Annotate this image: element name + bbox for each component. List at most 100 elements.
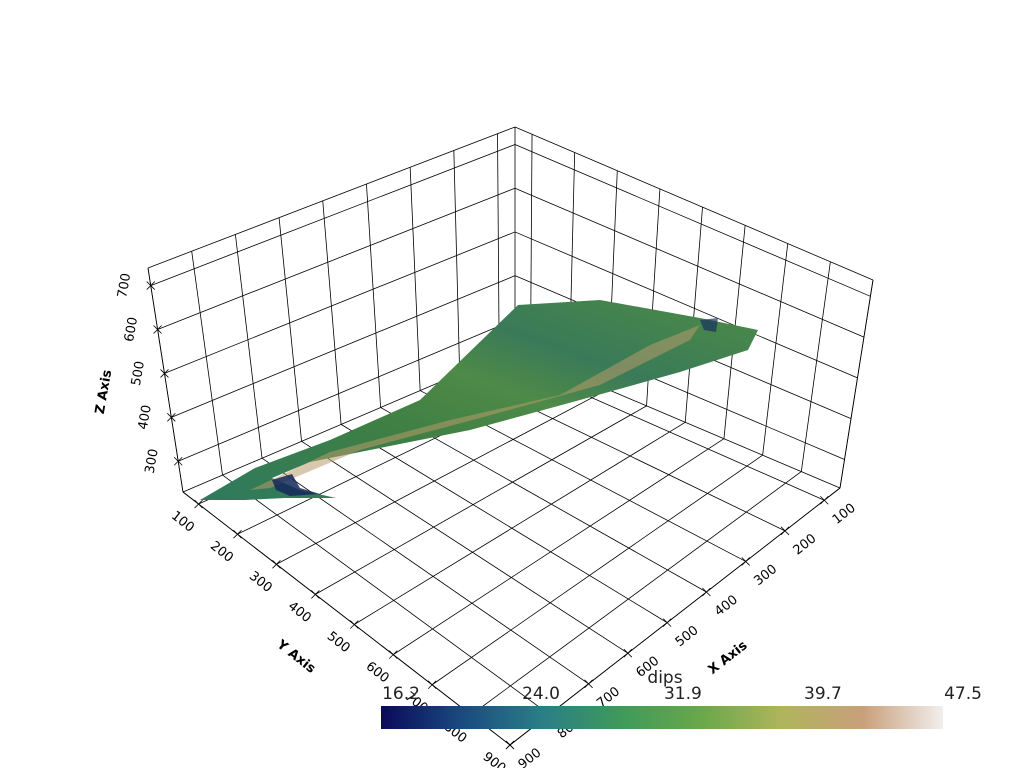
grid-line <box>431 243 789 686</box>
surface <box>200 300 758 500</box>
z-tick-label: 400 <box>136 404 155 431</box>
tick-mark-stroke <box>427 680 437 690</box>
tick-mark-stroke <box>741 557 750 566</box>
tick-mark <box>233 529 242 539</box>
y-axis-title: Y Axis <box>273 637 318 677</box>
grid-line-segment <box>234 234 263 459</box>
z-tick-label: 300 <box>143 448 162 475</box>
z-tick-label: 700 <box>115 272 134 299</box>
tick-mark <box>584 679 593 689</box>
tick-mark-stroke <box>160 369 169 378</box>
y-tick-label: 300 <box>246 569 275 596</box>
tick-mark-stroke <box>233 529 242 539</box>
tick-mark <box>173 456 183 466</box>
surface-dark-patch <box>272 474 320 496</box>
tick-mark-stroke <box>350 620 359 629</box>
tick-mark-stroke <box>194 499 203 509</box>
grid <box>147 126 874 746</box>
tick-mark <box>272 560 281 569</box>
tick-mark <box>167 413 176 422</box>
grid-line-segment <box>514 144 871 297</box>
y-tick-label: 100 <box>168 508 197 535</box>
grid-line-segment <box>684 207 703 423</box>
grid-line-segment <box>354 421 686 625</box>
tick-mark-stroke <box>702 587 711 597</box>
colorbar-title: dips <box>647 668 682 688</box>
tick-mark-stroke <box>311 590 320 599</box>
x-tick-label: 500 <box>673 623 702 650</box>
tick-mark-stroke <box>505 740 515 750</box>
grid-line-segment <box>178 319 516 462</box>
tick-mark <box>146 281 156 290</box>
tick-mark-stroke <box>272 560 281 569</box>
grid-line-segment <box>409 167 421 391</box>
grid-line-segment <box>431 454 763 686</box>
grid-line-segment <box>340 424 668 623</box>
surface-dark-patch <box>700 318 718 332</box>
tick-mark <box>505 740 515 750</box>
tick-mark-stroke <box>167 413 176 422</box>
y-tick-label: 400 <box>285 599 314 626</box>
grid-line <box>150 144 871 297</box>
tick-mark-stroke <box>173 456 183 466</box>
grid-line <box>157 187 865 338</box>
grid-line-segment <box>470 471 802 716</box>
tick-mark <box>427 680 437 690</box>
x-axis-title: X Axis <box>706 638 751 678</box>
y-tick-label: 900 <box>480 749 509 768</box>
box-edge <box>147 126 516 269</box>
tick-mark <box>741 557 750 566</box>
grid-line <box>278 217 629 654</box>
tick-mark-stroke <box>623 648 633 658</box>
grid-line-segment <box>164 231 516 374</box>
grid-line-segment <box>157 187 516 330</box>
grid-line <box>392 225 746 655</box>
tick-mark <box>702 587 711 597</box>
colorbar-tick-label: 24.0 <box>522 684 560 704</box>
z-axis-title: Z Axis <box>93 368 116 415</box>
tick-mark-stroke <box>584 679 593 689</box>
colorbar-tick-label: 47.5 <box>944 684 982 704</box>
x-tick-label: 200 <box>791 531 820 558</box>
colorbar-tick-label: 16.2 <box>382 684 420 704</box>
grid-line-segment <box>839 279 874 489</box>
grid-line-segment <box>514 231 858 379</box>
tick-mark-stroke <box>780 526 790 536</box>
tick-mark-stroke <box>153 325 162 334</box>
grid-line <box>147 267 511 746</box>
grid-line-segment <box>762 243 789 456</box>
grid-line-segment <box>315 405 647 595</box>
grid-line <box>470 261 831 716</box>
colorbar <box>381 706 943 729</box>
y-tick-label: 200 <box>207 539 236 566</box>
grid-line-segment <box>171 275 516 418</box>
tick-mark <box>820 495 829 505</box>
x-tick-label: 400 <box>712 592 741 619</box>
grid-line-segment <box>278 217 302 442</box>
grid-line-segment <box>392 438 725 655</box>
tick-mark <box>153 325 162 334</box>
tick-mark <box>311 590 320 599</box>
colorbar-tick-label: 31.9 <box>664 684 702 704</box>
tick-mark <box>623 648 633 658</box>
tick-mark <box>388 650 398 659</box>
x-tick-label: 100 <box>830 501 859 528</box>
box-edge <box>514 126 874 281</box>
x-tick-label: 300 <box>751 562 780 589</box>
tick-mark-stroke <box>146 281 156 290</box>
grid-line-segment <box>150 144 516 286</box>
tick-mark <box>160 369 169 378</box>
grid-line <box>354 207 703 625</box>
tick-mark <box>350 620 359 629</box>
tick-mark <box>780 526 790 536</box>
z-tick-label: 600 <box>122 316 141 343</box>
grid-line-segment <box>366 184 382 408</box>
x-tick-label: 900 <box>516 745 545 768</box>
grid-line-segment <box>497 133 500 357</box>
grid-line-segment <box>147 267 184 493</box>
tick-mark <box>662 618 672 627</box>
tick-mark-stroke <box>820 495 829 505</box>
y-tick-label: 600 <box>363 659 392 686</box>
grid-line <box>164 231 858 379</box>
